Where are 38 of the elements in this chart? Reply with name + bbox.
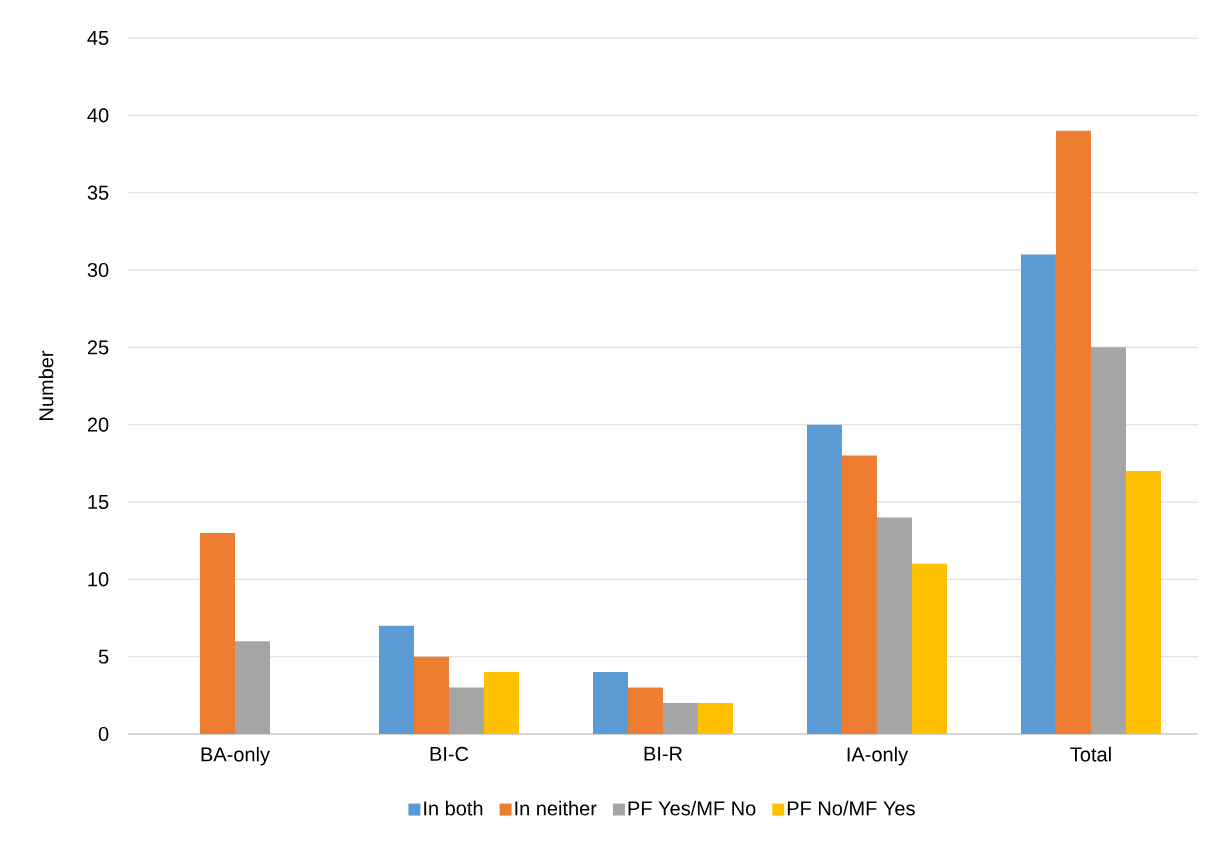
legend-label: PF Yes/MF No [628, 800, 756, 816]
bar [200, 532, 235, 734]
bar [841, 455, 877, 734]
y-tick-label: 45 [87, 31, 109, 45]
x-tick-label: BA-only [201, 746, 270, 766]
legend-label: PF No/MF Yes [787, 800, 915, 816]
bar [378, 625, 414, 734]
x-tick-label: Total [1070, 746, 1111, 762]
bar [1125, 471, 1161, 734]
bar [662, 703, 698, 734]
bar [592, 672, 628, 734]
bar [235, 641, 270, 734]
bar [483, 672, 519, 734]
bar [627, 687, 663, 734]
bar [911, 563, 947, 734]
y-tick-label: 35 [87, 185, 109, 200]
x-tick-label: BI-C [430, 746, 469, 762]
y-axis-title: Number [38, 350, 54, 420]
bar [448, 687, 484, 734]
legend-label: In neither [515, 800, 597, 816]
y-tick-label: 25 [87, 340, 109, 355]
y-tick-label: 20 [87, 417, 109, 432]
x-tick-label: BI-R [644, 746, 683, 761]
y-tick-label: 30 [87, 262, 109, 278]
legend-label: In both [424, 800, 483, 816]
bar [1020, 254, 1056, 734]
bar [1055, 130, 1091, 734]
y-tick-label: 0 [98, 726, 109, 742]
y-tick-label: 10 [88, 572, 109, 587]
y-tick-label: 15 [88, 495, 109, 509]
bar [413, 656, 449, 734]
y-tick-label: 5 [98, 649, 109, 664]
bar [876, 517, 912, 734]
x-tick-label: IA-only [847, 746, 909, 766]
bar [697, 703, 733, 734]
bar [806, 424, 842, 734]
bar [1090, 347, 1126, 734]
y-tick-label: 40 [87, 108, 109, 123]
